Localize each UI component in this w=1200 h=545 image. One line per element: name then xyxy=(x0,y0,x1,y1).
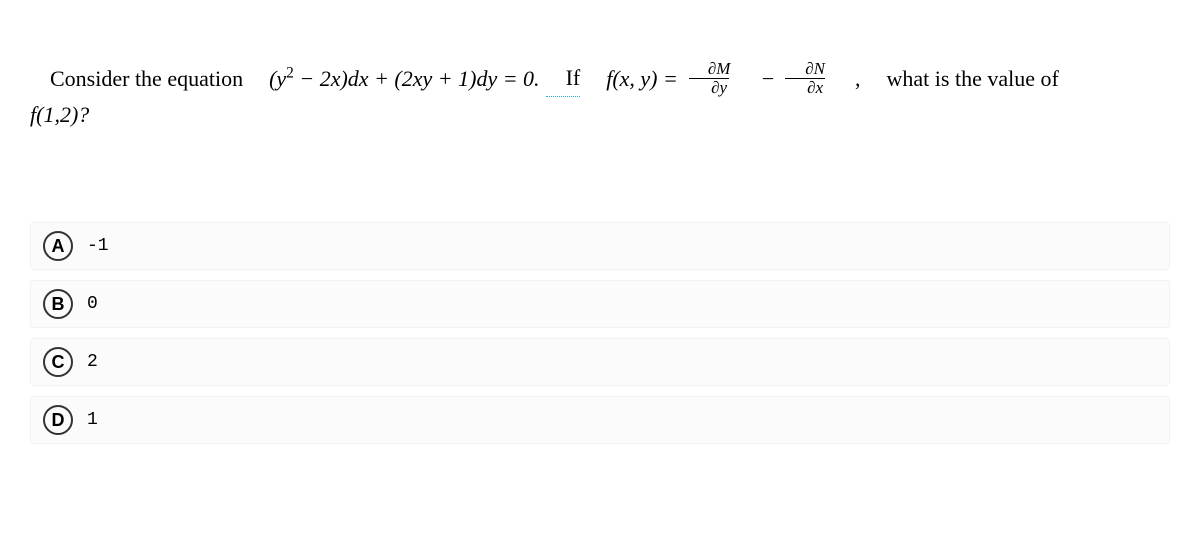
option-text: 1 xyxy=(87,410,98,430)
option-key-badge: C xyxy=(43,347,73,377)
options-container: A -1 B 0 C 2 D 1 xyxy=(30,222,1170,444)
fraction-den: ∂x xyxy=(785,78,825,97)
option-text: -1 xyxy=(87,236,109,256)
equation-part: (y2 − 2x)dx + (2xy + 1)dy = 0. xyxy=(249,61,539,96)
fraction-dm-dy: ∂M ∂y xyxy=(686,60,733,97)
option-key-badge: D xyxy=(43,405,73,435)
option-c[interactable]: C 2 xyxy=(30,338,1170,386)
eq-lhs-b: − 2x)dx + (2xy + 1)dy = 0. xyxy=(294,66,540,91)
fraction-num: ∂M xyxy=(686,60,733,78)
option-d[interactable]: D 1 xyxy=(30,396,1170,444)
option-a[interactable]: A -1 xyxy=(30,222,1170,270)
fn-name: f(x, y) = xyxy=(586,61,678,96)
option-text: 0 xyxy=(87,294,98,314)
if-underlined: If xyxy=(546,60,581,97)
eq-lhs-a: (y xyxy=(269,66,286,91)
fraction-den: ∂y xyxy=(689,78,729,97)
option-key-badge: B xyxy=(43,289,73,319)
eq-exponent: 2 xyxy=(286,65,294,82)
question-text-end: what is the value of xyxy=(867,61,1059,96)
question-stem: Consider the equation (y2 − 2x)dx + (2xy… xyxy=(30,60,1170,132)
option-b[interactable]: B 0 xyxy=(30,280,1170,328)
question-text-intro: Consider the equation xyxy=(30,61,243,96)
minus-sign: − xyxy=(740,61,775,96)
question-line-2: f(1,2)? xyxy=(30,97,1170,132)
option-text: 2 xyxy=(87,352,98,372)
fraction-dn-dx: ∂N ∂x xyxy=(783,60,827,97)
comma: , xyxy=(835,61,861,96)
question-line-1: Consider the equation (y2 − 2x)dx + (2xy… xyxy=(30,60,1170,97)
fraction-num: ∂N xyxy=(783,60,827,78)
option-key-badge: A xyxy=(43,231,73,261)
